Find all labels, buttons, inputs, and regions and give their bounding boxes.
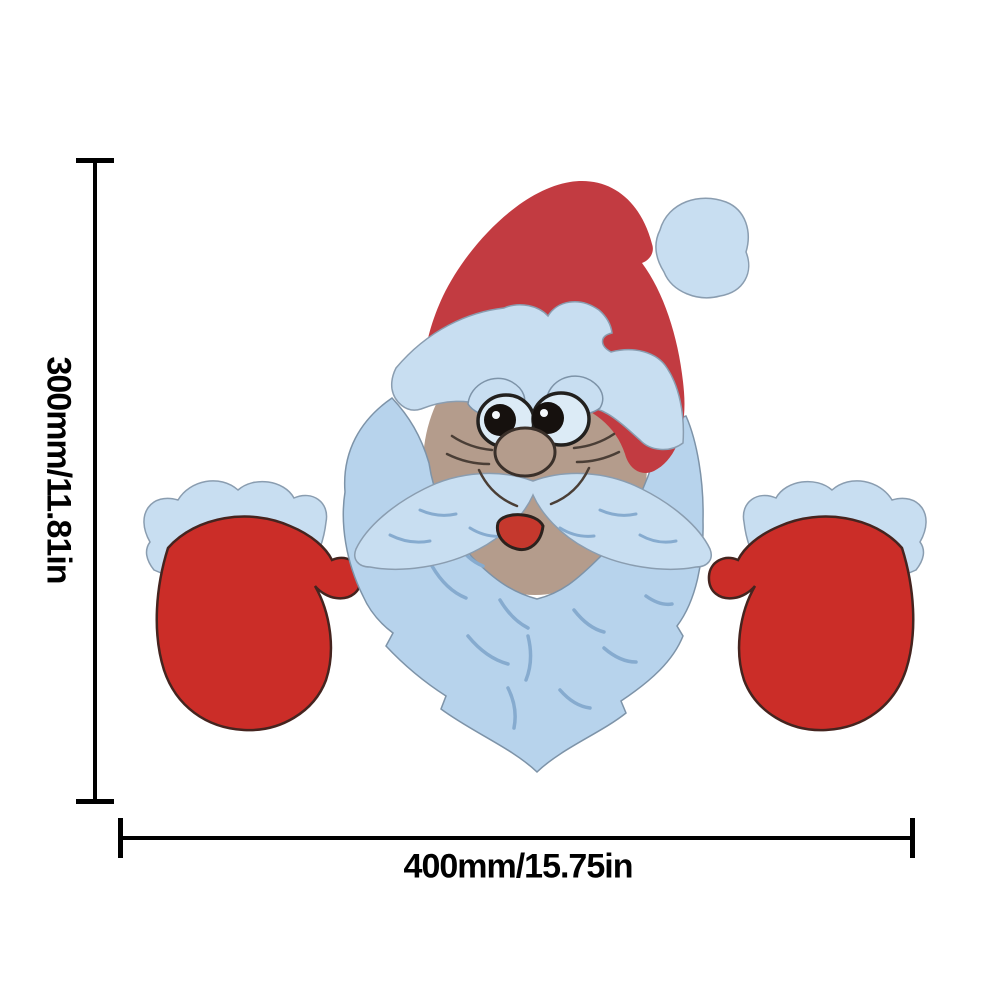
mitten-body-icon: [155, 515, 363, 732]
nose-icon: [493, 426, 557, 478]
left-eye-highlight: [492, 411, 500, 419]
height-dimension-line: [93, 160, 97, 804]
height-dimension-cap-top: [76, 158, 114, 163]
hat-fur-trim-icon: [391, 301, 685, 451]
right-eye-highlight: [540, 409, 548, 417]
height-label: 300mm/11.81in: [39, 356, 78, 584]
right-mitten: [707, 479, 928, 732]
width-dimension-line: [120, 836, 913, 840]
mouth-icon: [495, 513, 545, 552]
hat-pom-pom-icon: [655, 197, 750, 299]
right-pupil-icon: [532, 402, 564, 434]
height-dimension-cap-bottom: [76, 799, 114, 804]
mustache-icon: [354, 472, 712, 570]
mustache-texture-strokes: [388, 508, 678, 544]
cheek-lines: [445, 432, 621, 508]
left-mitten: [143, 480, 363, 732]
left-pupil-icon: [484, 404, 516, 436]
width-dimension-cap-right: [910, 818, 915, 858]
width-label: 400mm/15.75in: [403, 847, 634, 886]
width-dimension-cap-left: [118, 818, 123, 858]
